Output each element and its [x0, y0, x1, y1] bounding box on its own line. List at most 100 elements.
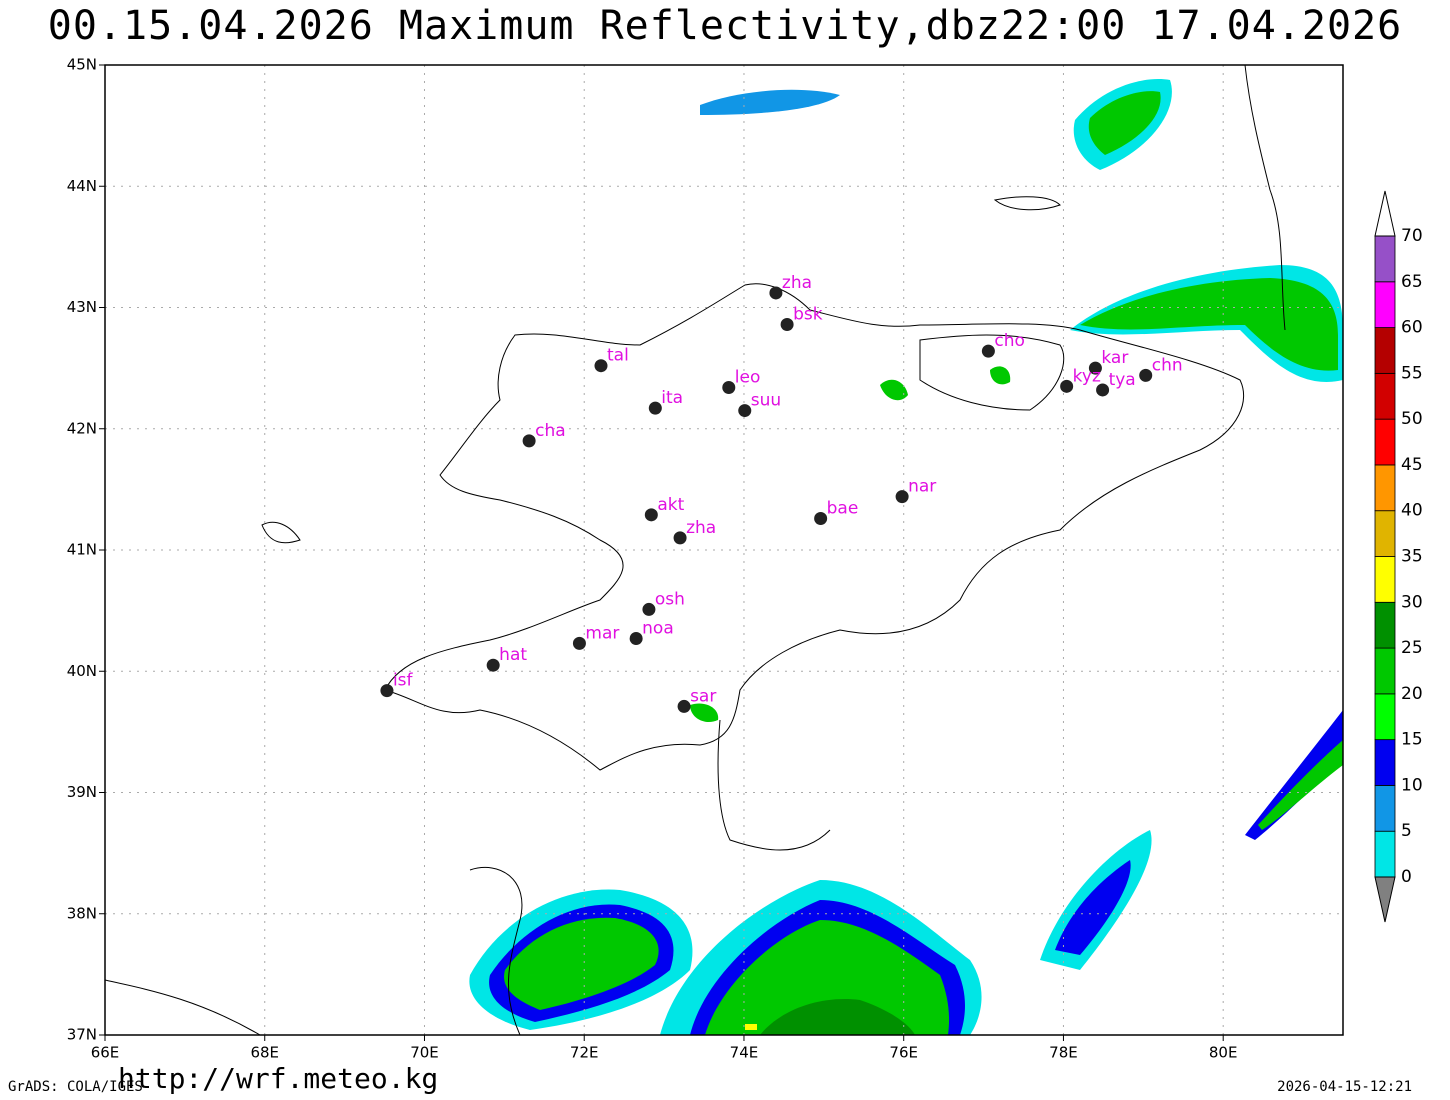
x-tick-label: 80E	[1209, 1044, 1238, 1062]
colorbar-box	[1374, 327, 1396, 374]
station-label: nar	[908, 477, 936, 497]
station-label: hat	[499, 645, 527, 665]
station-label: osh	[655, 589, 685, 609]
station-label: cha	[535, 421, 566, 441]
station-marker	[486, 658, 500, 672]
footer-timestamp: 2026-04-15-12:21	[1277, 1079, 1412, 1095]
footer-credit: GrADS: COLA/IGES	[8, 1079, 143, 1095]
colorbar-label: 30	[1401, 592, 1423, 612]
station-label: leo	[735, 368, 761, 388]
station-marker	[522, 434, 536, 448]
colorbar-label: 10	[1401, 775, 1423, 795]
y-tick-label: 39N	[67, 783, 97, 801]
colorbar-box	[1374, 601, 1396, 649]
colorbar-box	[1374, 235, 1396, 283]
station-marker	[642, 602, 656, 616]
x-tick-label: 68E	[250, 1044, 279, 1062]
colorbar-label: 5	[1401, 821, 1412, 841]
x-tick-label: 70E	[410, 1044, 439, 1062]
colorbar-label: 55	[1401, 363, 1423, 383]
station-marker	[738, 404, 752, 418]
station-marker	[380, 684, 394, 698]
station-label: isf	[393, 671, 414, 691]
station-marker	[780, 317, 794, 331]
station-marker	[769, 286, 783, 300]
borders	[104, 64, 1286, 1036]
colorbar-box	[1374, 556, 1396, 603]
station-marker	[895, 490, 909, 504]
colorbar-box	[1374, 647, 1396, 695]
station-marker	[1088, 361, 1102, 375]
colorbar-label: 65	[1401, 272, 1423, 292]
colorbar-label: 70	[1401, 226, 1423, 246]
station-label: bsk	[793, 304, 823, 324]
station-label: chn	[1152, 355, 1183, 375]
colorbar-label: 20	[1401, 684, 1423, 704]
y-tick-label: 40N	[67, 662, 97, 680]
station-label: kar	[1101, 348, 1128, 368]
station-marker	[594, 359, 608, 373]
station-marker	[1060, 379, 1074, 393]
colorbar-box	[1374, 281, 1396, 328]
colorbar-label: 60	[1401, 318, 1423, 338]
station-label: akt	[657, 495, 684, 515]
station-marker	[1096, 383, 1110, 397]
station-marker	[572, 636, 586, 650]
y-tick-label: 45N	[67, 56, 97, 74]
station-marker	[677, 699, 691, 713]
station-marker	[673, 531, 687, 545]
colorbar-box	[1374, 785, 1396, 832]
station-label: bae	[827, 498, 859, 518]
station-marker	[644, 508, 658, 522]
station-label: cho	[994, 331, 1025, 351]
colorbar-box	[1374, 693, 1396, 741]
x-tick-label: 74E	[730, 1044, 759, 1062]
y-tick-label: 37N	[67, 1026, 97, 1044]
station-label: kyz	[1073, 366, 1101, 386]
map-title: 00.15.04.2026 Maximum Reflectivity,dbz22…	[48, 3, 1402, 49]
station-marker	[629, 632, 643, 646]
colorbar: 0 5 10 15 20 25 30 35 40 45 50 55 60 65 70	[1374, 190, 1423, 923]
station-label: tya	[1109, 370, 1136, 390]
y-tick-label: 43N	[67, 298, 97, 316]
station-marker	[648, 401, 662, 415]
station-label: sar	[690, 686, 716, 706]
radar-echoes	[469, 79, 1343, 1035]
station-label: ita	[661, 388, 683, 408]
station-marker	[981, 344, 995, 358]
footer-url: http://wrf.meteo.kg	[118, 1062, 438, 1095]
colorbar-over	[1374, 190, 1396, 237]
colorbar-label: 15	[1401, 730, 1423, 750]
station-label: zha	[686, 518, 716, 538]
x-tick-label: 66E	[91, 1044, 120, 1062]
y-tick-label: 38N	[67, 904, 97, 922]
colorbar-label: 40	[1401, 501, 1423, 521]
station-marker	[814, 511, 828, 525]
station-label: mar	[585, 623, 619, 643]
y-tick-label: 41N	[67, 541, 97, 559]
colorbar-label: 45	[1401, 455, 1423, 475]
x-tick-label: 76E	[889, 1044, 918, 1062]
station-label: zha	[782, 273, 812, 293]
colorbar-box	[1374, 830, 1396, 878]
station-label: noa	[642, 619, 674, 639]
colorbar-box	[1374, 739, 1396, 786]
colorbar-label: 35	[1401, 547, 1423, 567]
colorbar-box	[1374, 418, 1396, 466]
y-tick-label: 42N	[67, 419, 97, 437]
colorbar-box	[1374, 372, 1396, 420]
x-tick-label: 72E	[570, 1044, 599, 1062]
colorbar-label: 50	[1401, 409, 1423, 429]
colorbar-label: 0	[1401, 867, 1412, 887]
colorbar-box	[1374, 510, 1396, 557]
colorbar-under	[1374, 876, 1396, 923]
station-marker	[722, 381, 736, 395]
colorbar-label: 25	[1401, 638, 1423, 658]
colorbar-box	[1374, 464, 1396, 512]
x-tick-label: 78E	[1049, 1044, 1078, 1062]
station-label: tal	[607, 346, 629, 366]
y-tick-label: 44N	[67, 177, 97, 195]
station-marker	[1139, 368, 1153, 382]
